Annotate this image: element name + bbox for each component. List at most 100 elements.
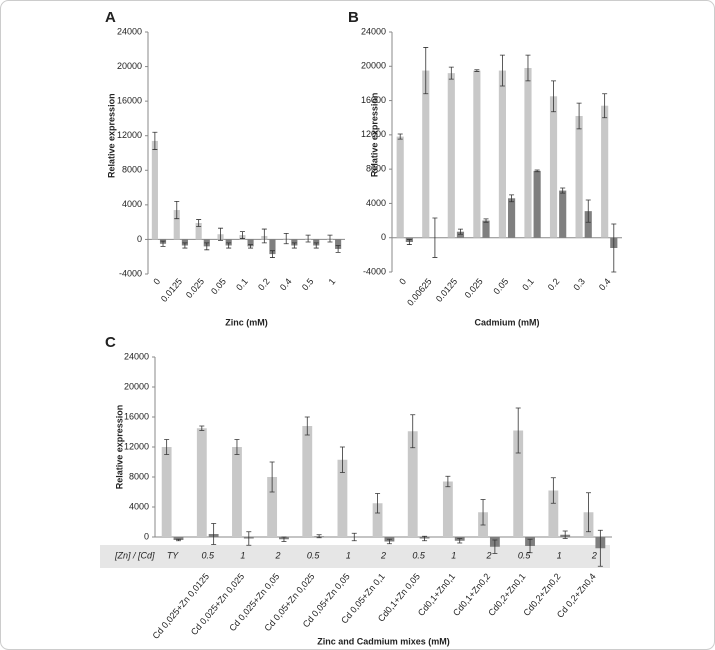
bar xyxy=(313,239,320,246)
bar xyxy=(372,503,383,537)
bar xyxy=(559,190,567,238)
error-bar xyxy=(386,538,392,545)
error-bar xyxy=(182,242,188,249)
panel-label: C xyxy=(105,334,116,351)
y-tick-label: -4000 xyxy=(119,268,142,278)
error-bar xyxy=(283,232,289,245)
ratio-value: TY xyxy=(167,550,179,560)
bar xyxy=(225,239,232,246)
error-bar xyxy=(246,531,252,546)
ratio-value: 1 xyxy=(240,550,245,560)
error-bar xyxy=(269,250,275,258)
error-bar xyxy=(175,538,181,542)
bar xyxy=(513,430,524,537)
error-bar xyxy=(509,194,515,203)
ratio-value: 1 xyxy=(451,550,456,560)
error-bar xyxy=(327,234,333,243)
error-bar xyxy=(164,439,170,455)
y-tick-label: 16000 xyxy=(124,411,149,421)
y-tick-label: 8000 xyxy=(366,164,386,174)
error-bar xyxy=(196,219,202,227)
x-tick-label: 0 xyxy=(151,276,162,286)
x-tick-label: 0 xyxy=(397,276,408,286)
y-tick-label: 4000 xyxy=(129,501,149,511)
bar xyxy=(335,239,342,249)
bar xyxy=(575,116,583,238)
y-tick-label: 24000 xyxy=(124,351,149,361)
y-tick-label: 8000 xyxy=(122,165,142,175)
x-axis-title: Cadmium (mM) xyxy=(475,317,540,327)
y-tick-label: 4000 xyxy=(366,198,386,208)
bar xyxy=(447,73,455,238)
bar xyxy=(407,431,418,537)
bar xyxy=(498,70,506,238)
error-bar xyxy=(211,523,217,545)
bar xyxy=(508,198,516,238)
error-bar xyxy=(375,493,381,514)
error-bar xyxy=(474,69,480,72)
y-tick-label: 4000 xyxy=(122,199,142,209)
y-tick-label: 24000 xyxy=(361,26,386,36)
panel-label: B xyxy=(348,9,359,26)
y-tick-label: 12000 xyxy=(361,129,386,139)
error-bar xyxy=(527,538,533,554)
y-tick-label: 20000 xyxy=(117,61,142,71)
y-tick-label: 0 xyxy=(144,531,149,541)
y-tick-label: 20000 xyxy=(124,381,149,391)
ratio-value: 0.5 xyxy=(307,550,321,560)
error-bar xyxy=(480,499,486,526)
y-axis-title: Relative expression xyxy=(114,405,124,490)
error-bar xyxy=(335,245,341,253)
x-axis-title: Zinc (mM) xyxy=(225,317,268,327)
error-bar xyxy=(351,532,357,542)
bar xyxy=(456,231,465,238)
error-bar xyxy=(597,529,603,567)
error-bar xyxy=(611,223,617,273)
ratio-band xyxy=(100,545,610,568)
bar xyxy=(302,426,313,537)
bar xyxy=(269,239,276,255)
error-bar xyxy=(269,461,275,493)
y-tick-label: 16000 xyxy=(117,96,142,106)
error-bar xyxy=(410,414,416,449)
error-bar xyxy=(406,239,412,245)
error-bar xyxy=(576,102,582,130)
ratio-value: 2 xyxy=(275,550,281,560)
error-bar xyxy=(152,131,158,150)
error-bar xyxy=(261,228,267,244)
panel-label: A xyxy=(105,9,116,26)
bar xyxy=(396,136,404,238)
ratio-label: [Zn] / [Cd] xyxy=(114,550,155,560)
error-bar xyxy=(602,93,608,119)
error-bar xyxy=(499,54,505,87)
ratio-value: 0.5 xyxy=(518,550,532,560)
bar xyxy=(482,220,490,238)
error-bar xyxy=(316,534,322,539)
error-bar xyxy=(234,439,240,455)
bar xyxy=(442,481,453,537)
y-axis-title: Relative expression xyxy=(369,93,379,178)
bar xyxy=(473,70,481,238)
y-tick-label: -4000 xyxy=(363,266,386,276)
bar xyxy=(524,68,532,238)
error-bar xyxy=(562,530,568,539)
y-tick-label: 16000 xyxy=(361,95,386,105)
error-bar xyxy=(586,492,592,533)
error-bar xyxy=(226,242,232,249)
error-bar xyxy=(560,187,566,194)
bar xyxy=(151,140,158,240)
error-bar xyxy=(239,231,245,239)
y-tick-label: 0 xyxy=(381,232,386,242)
y-tick-label: 12000 xyxy=(117,130,142,140)
ratio-value: 2 xyxy=(380,550,386,560)
bar xyxy=(584,211,592,238)
error-bar xyxy=(551,80,557,113)
ratio-value: 2 xyxy=(485,550,491,560)
bar xyxy=(173,210,180,240)
error-bar xyxy=(457,538,463,544)
bar xyxy=(232,447,242,537)
error-bar xyxy=(515,407,521,454)
bar xyxy=(181,239,188,246)
ratio-value: 1 xyxy=(557,550,562,560)
error-bar xyxy=(248,244,254,249)
